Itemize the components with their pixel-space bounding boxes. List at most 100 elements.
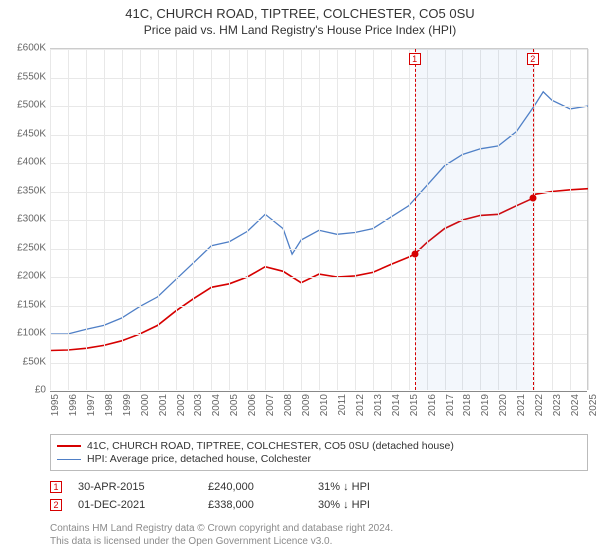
y-tick-label: £0	[35, 385, 46, 396]
x-tick-label: 2007	[265, 394, 276, 416]
sale-row-1: 1 30-APR-2015£240,00031% ↓ HPI	[50, 478, 588, 496]
gridline-vertical	[337, 49, 338, 390]
gridline-vertical	[301, 49, 302, 390]
marker-box-1: 1	[409, 53, 421, 65]
y-tick-label: £550K	[17, 71, 46, 82]
legend-swatch	[57, 459, 81, 460]
x-tick-label: 2014	[391, 394, 402, 416]
gridline-vertical	[50, 49, 51, 390]
y-tick-label: £600K	[17, 43, 46, 54]
x-tick-label: 2018	[462, 394, 473, 416]
gridline-vertical	[247, 49, 248, 390]
sale-pct-vs-hpi: 30% ↓ HPI	[318, 499, 438, 511]
plot-area: 12	[50, 48, 588, 390]
gridline-vertical	[122, 49, 123, 390]
chart-title: 41C, CHURCH ROAD, TIPTREE, COLCHESTER, C…	[0, 6, 600, 21]
x-tick-label: 2022	[534, 394, 545, 416]
x-tick-label: 2004	[211, 394, 222, 416]
x-tick-label: 2003	[193, 394, 204, 416]
footer-line1: Contains HM Land Registry data © Crown c…	[50, 522, 588, 535]
marker-point-1	[411, 251, 418, 258]
y-tick-label: £200K	[17, 271, 46, 282]
marker-box-2: 2	[527, 53, 539, 65]
marker-vline-2	[533, 49, 534, 390]
marker-vline-1	[415, 49, 416, 390]
x-tick-label: 2016	[427, 394, 438, 416]
x-tick-label: 2006	[247, 394, 258, 416]
gridline-vertical	[409, 49, 410, 390]
x-tick-label: 2023	[552, 394, 563, 416]
x-tick-label: 1998	[104, 394, 115, 416]
legend-row-price_paid: 41C, CHURCH ROAD, TIPTREE, COLCHESTER, C…	[57, 440, 581, 452]
x-tick-label: 2001	[158, 394, 169, 416]
gridline-vertical	[176, 49, 177, 390]
x-tick-label: 1997	[86, 394, 97, 416]
x-tick-label: 2013	[373, 394, 384, 416]
gridline-vertical	[552, 49, 553, 390]
x-tick-label: 2009	[301, 394, 312, 416]
gridline-vertical	[229, 49, 230, 390]
footer-line2: This data is licensed under the Open Gov…	[50, 535, 588, 548]
chart-container: 41C, CHURCH ROAD, TIPTREE, COLCHESTER, C…	[0, 0, 600, 560]
y-tick-label: £500K	[17, 100, 46, 111]
y-tick-label: £100K	[17, 328, 46, 339]
x-tick-label: 1995	[50, 394, 61, 416]
gridline-vertical	[265, 49, 266, 390]
gridline-vertical	[86, 49, 87, 390]
gridline-vertical	[104, 49, 105, 390]
x-tick-label: 1996	[68, 394, 79, 416]
sale-marker-1: 1	[50, 481, 62, 493]
x-tick-label: 2011	[337, 394, 348, 416]
gridline-vertical	[68, 49, 69, 390]
legend-swatch	[57, 445, 81, 447]
x-axis: 1995199619971998199920002001200220032004…	[50, 390, 588, 430]
y-tick-label: £50K	[23, 356, 46, 367]
y-tick-label: £400K	[17, 157, 46, 168]
legend-label: HPI: Average price, detached house, Colc…	[87, 453, 311, 465]
x-tick-label: 2024	[570, 394, 581, 416]
sale-pct-vs-hpi: 31% ↓ HPI	[318, 481, 438, 493]
gridline-vertical	[355, 49, 356, 390]
x-tick-label: 2005	[229, 394, 240, 416]
legend-row-hpi: HPI: Average price, detached house, Colc…	[57, 453, 581, 465]
gridline-vertical	[158, 49, 159, 390]
x-tick-label: 2019	[480, 394, 491, 416]
x-tick-label: 2025	[588, 394, 599, 416]
sale-price: £338,000	[208, 499, 318, 511]
y-tick-label: £350K	[17, 185, 46, 196]
y-axis: £0£50K£100K£150K£200K£250K£300K£350K£400…	[0, 48, 50, 390]
gridline-vertical	[193, 49, 194, 390]
x-tick-label: 2012	[355, 394, 366, 416]
gridline-vertical	[319, 49, 320, 390]
sale-data-table: 1 30-APR-2015£240,00031% ↓ HPI 2 01-DEC-202…	[50, 478, 588, 514]
x-tick-label: 2008	[283, 394, 294, 416]
shaded-holding-period	[415, 49, 533, 390]
y-tick-label: £150K	[17, 299, 46, 310]
sale-date: 01-DEC-2021	[78, 499, 208, 511]
x-tick-label: 2021	[516, 394, 527, 416]
gridline-vertical	[570, 49, 571, 390]
gridline-vertical	[391, 49, 392, 390]
sale-date: 30-APR-2015	[78, 481, 208, 493]
y-tick-label: £300K	[17, 214, 46, 225]
x-tick-label: 2010	[319, 394, 330, 416]
sale-price: £240,000	[208, 481, 318, 493]
sale-marker-2: 2	[50, 499, 62, 511]
x-tick-label: 2000	[140, 394, 151, 416]
x-tick-label: 2002	[176, 394, 187, 416]
y-tick-label: £250K	[17, 242, 46, 253]
legend-label: 41C, CHURCH ROAD, TIPTREE, COLCHESTER, C…	[87, 440, 454, 452]
gridline-vertical	[588, 49, 589, 390]
x-tick-label: 2020	[498, 394, 509, 416]
y-tick-label: £450K	[17, 128, 46, 139]
gridline-vertical	[140, 49, 141, 390]
gridline-vertical	[373, 49, 374, 390]
footer-attribution: Contains HM Land Registry data © Crown c…	[50, 522, 588, 548]
gridline-vertical	[283, 49, 284, 390]
x-tick-label: 2015	[409, 394, 420, 416]
marker-point-2	[529, 195, 536, 202]
sale-row-2: 2 01-DEC-2021£338,00030% ↓ HPI	[50, 496, 588, 514]
x-tick-label: 2017	[445, 394, 456, 416]
gridline-vertical	[534, 49, 535, 390]
gridline-vertical	[211, 49, 212, 390]
